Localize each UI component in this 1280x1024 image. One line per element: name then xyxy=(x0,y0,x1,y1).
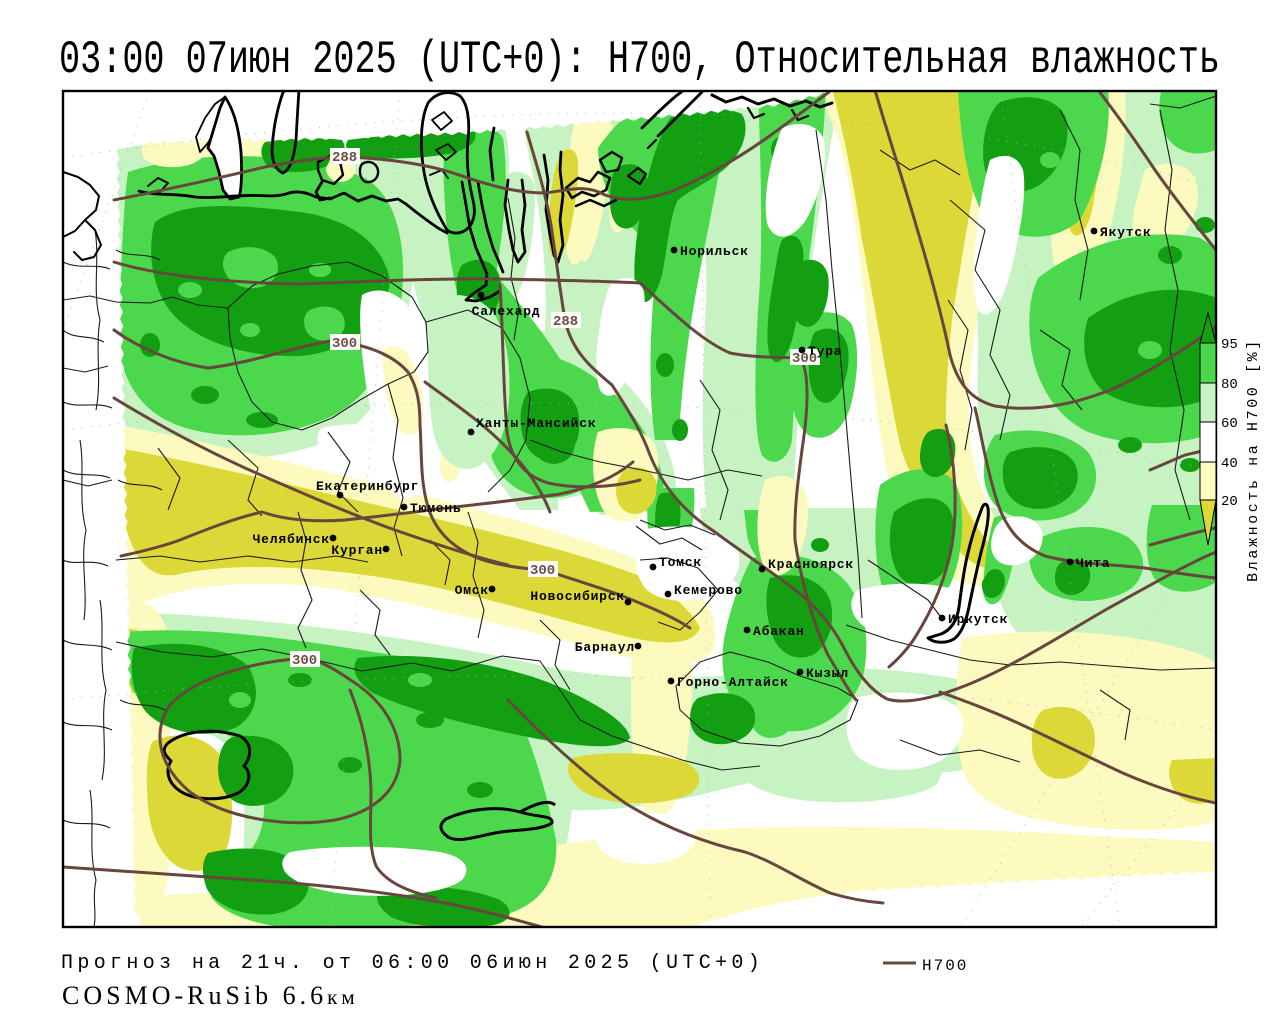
svg-text:Томск: Томск xyxy=(659,555,702,570)
svg-text:Красноярск: Красноярск xyxy=(768,557,854,572)
svg-text:Омск: Омск xyxy=(455,583,489,598)
svg-text:Екатеринбург: Екатеринбург xyxy=(316,479,419,494)
svg-text:300: 300 xyxy=(292,653,317,669)
svg-text:300: 300 xyxy=(530,563,555,579)
svg-text:60: 60 xyxy=(1221,416,1238,432)
svg-text:95: 95 xyxy=(1221,337,1238,353)
svg-text:40: 40 xyxy=(1221,456,1238,472)
svg-text:300: 300 xyxy=(332,336,357,352)
svg-text:COSMO-RuSib 6.6км: COSMO-RuSib 6.6км xyxy=(62,981,359,1010)
svg-text:Салехард: Салехард xyxy=(472,304,541,319)
svg-text:Курган: Курган xyxy=(331,543,383,558)
svg-text:Влажность на H700 [%]: Влажность на H700 [%] xyxy=(1245,338,1262,582)
svg-text:Тюмень: Тюмень xyxy=(410,501,462,516)
svg-text:Челябинск: Челябинск xyxy=(253,532,330,547)
svg-text:Ханты-Мансийск: Ханты-Мансийск xyxy=(476,416,596,431)
svg-text:288: 288 xyxy=(332,150,357,166)
svg-text:Барнаул: Барнаул xyxy=(575,640,635,655)
svg-text:H700: H700 xyxy=(922,957,968,975)
svg-text:Иркутск: Иркутск xyxy=(948,612,1008,627)
svg-text:Горно-Алтайск: Горно-Алтайск xyxy=(677,675,789,690)
svg-text:Чита: Чита xyxy=(1076,556,1110,571)
svg-text:Новосибирск: Новосибирск xyxy=(530,589,625,604)
svg-text:288: 288 xyxy=(553,314,578,330)
svg-text:80: 80 xyxy=(1221,377,1238,393)
svg-text:03:00 07июн 2025 (UTC+0): H700: 03:00 07июн 2025 (UTC+0): H700, Относите… xyxy=(59,35,1220,87)
svg-text:300: 300 xyxy=(792,351,817,367)
svg-text:Кемерово: Кемерово xyxy=(674,583,743,598)
svg-text:Якутск: Якутск xyxy=(1100,225,1152,240)
svg-text:20: 20 xyxy=(1221,494,1238,510)
svg-text:Прогноз на 21ч. от 06:00 06июн: Прогноз на 21ч. от 06:00 06июн 2025 (UTC… xyxy=(61,952,764,975)
svg-text:Тура: Тура xyxy=(808,344,842,359)
svg-text:Кызыл: Кызыл xyxy=(806,666,849,681)
svg-text:Норильск: Норильск xyxy=(680,244,749,259)
svg-text:Абакан: Абакан xyxy=(753,624,805,639)
